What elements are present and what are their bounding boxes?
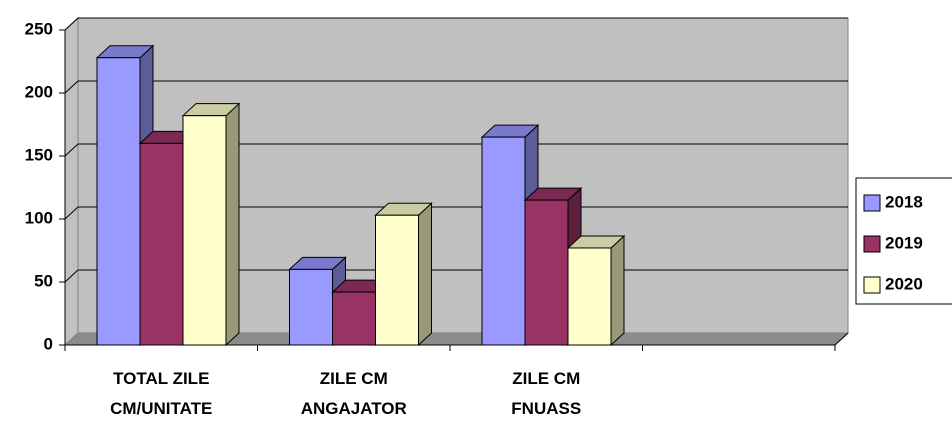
legend-label: 2018 [885, 192, 923, 211]
x-tick-label: ZILE CM ANGAJATOR [300, 369, 407, 418]
bar [289, 268, 333, 346]
grid-line [64, 143, 79, 157]
grid-line [64, 17, 79, 31]
grid-line [64, 269, 79, 283]
bar-side [418, 202, 432, 347]
side-wall [64, 16, 79, 347]
bar [375, 214, 419, 346]
legend-swatch [863, 235, 881, 253]
y-tick-label: 100 [25, 208, 53, 227]
bar-side [610, 234, 625, 347]
bar [332, 291, 376, 346]
bar [139, 142, 184, 346]
y-tick-label: 50 [34, 271, 53, 290]
bar [96, 57, 141, 346]
grid-line [64, 206, 79, 220]
x-tick-label: ZILE CM FNUASS [511, 369, 582, 418]
bar [524, 199, 569, 346]
bar [567, 247, 612, 346]
legend-label: 2020 [885, 274, 923, 293]
y-tick-label: 0 [44, 334, 53, 353]
legend-swatch [863, 194, 881, 212]
x-tick-label: TOTAL ZILE CM/UNITATE [110, 369, 213, 418]
x-axis-depth [834, 332, 849, 346]
bar-side [225, 102, 240, 347]
legend-swatch [863, 276, 881, 294]
legend-label: 2019 [885, 233, 923, 252]
y-tick-label: 200 [25, 82, 53, 101]
grid-line [64, 80, 79, 94]
bar [481, 136, 526, 346]
y-tick-label: 150 [25, 145, 53, 164]
bar [182, 115, 227, 346]
y-tick-label: 250 [25, 19, 53, 38]
